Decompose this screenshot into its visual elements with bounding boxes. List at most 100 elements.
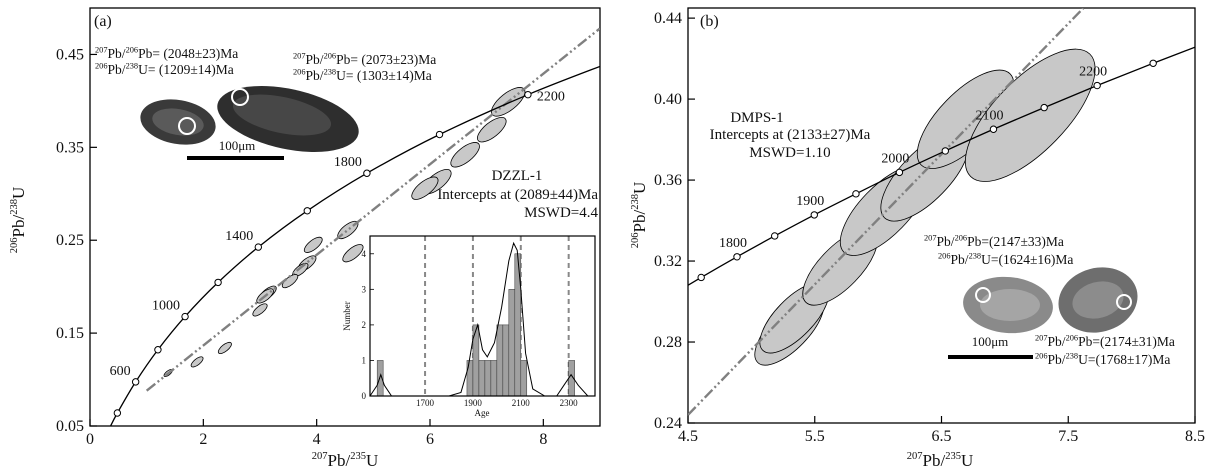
zircon-grains-b — [948, 267, 1138, 359]
plot-frame — [89, 7, 601, 427]
scale-bar-label: 100μm — [972, 334, 1009, 349]
x-tick-label: 5.5 — [805, 428, 825, 445]
superscript: 206 — [955, 233, 968, 242]
panel-label: (a) — [94, 13, 112, 30]
x-tick-label: 1900 — [464, 398, 483, 408]
text-run: Pb/ — [951, 252, 969, 267]
superscript: 206 — [9, 237, 20, 253]
rich-text: 206Pb/238U — [630, 182, 649, 249]
text-run: Pb/ — [1048, 334, 1066, 349]
superscript: 238 — [9, 199, 20, 215]
superscript: 238 — [969, 251, 982, 260]
intercept-text: Intercepts at (2089±44)Ma — [437, 187, 598, 203]
discordia-line — [145, 27, 600, 392]
x-tick-label: 2100 — [512, 398, 531, 408]
y-tick-label: 2 — [362, 320, 367, 330]
concordia-age-marker — [131, 378, 140, 386]
rich-text: 207Pb/206Pb=(2147±33)Ma — [924, 233, 1064, 249]
x-tick-label: 1700 — [416, 398, 435, 408]
text-run: U=(1768±17)Ma — [1078, 352, 1170, 367]
age-label: 1800 — [719, 236, 747, 251]
mswd-text: MSWD=1.10 — [749, 145, 830, 161]
x-tick-label: 0 — [86, 431, 94, 448]
text-run: U=(1624±16)Ma — [981, 252, 1073, 267]
rich-text: 207Pb/235U — [907, 451, 974, 470]
age-label: 2200 — [1079, 65, 1107, 80]
zircon-core — [1072, 281, 1124, 319]
rich-text: 207Pb/235U — [312, 451, 379, 470]
concordia-age-marker — [214, 278, 222, 287]
x-tick-label: 7.5 — [1058, 428, 1078, 445]
age-label: 1800 — [334, 155, 362, 170]
y-tick-label: 0.36 — [654, 172, 682, 189]
age-label: 2200 — [537, 90, 565, 105]
plot-area — [109, 27, 600, 426]
x-tick-label: 8 — [539, 431, 547, 448]
text-run: Pb= (2048±23)Ma — [138, 46, 238, 61]
y-tick-label: 0.40 — [654, 91, 682, 108]
superscript: 235 — [945, 451, 961, 462]
x-tick-label: 2 — [199, 431, 207, 448]
scale-bar-label: 100μm — [219, 138, 256, 153]
superscript: 206 — [126, 45, 139, 54]
superscript: 238 — [324, 67, 337, 76]
superscript: 206 — [630, 232, 641, 248]
age-label: 1400 — [225, 229, 253, 244]
text-run: Pb/ — [306, 52, 324, 67]
error-ellipse — [477, 117, 507, 143]
histogram-bar — [508, 289, 516, 397]
concordia-age-marker — [895, 168, 904, 177]
rich-text: 206Pb/238U= (1303±14)Ma — [293, 67, 432, 83]
histogram-bar — [478, 360, 486, 397]
plot-area — [688, 8, 1195, 416]
error-ellipse — [411, 176, 439, 200]
y-tick-label: 0.35 — [56, 139, 84, 156]
concordia-age-marker — [254, 243, 263, 251]
text-run: Pb/ — [1048, 352, 1066, 367]
x-axis-label: Age — [475, 408, 490, 418]
histogram-bar — [502, 324, 510, 397]
concordia-age-marker — [810, 211, 818, 219]
concordia-age-marker — [697, 273, 705, 282]
concordia-age-marker — [1040, 103, 1048, 112]
text-run: Pb/ — [630, 210, 649, 233]
concordia-age-marker — [363, 169, 371, 177]
superscript: 207 — [924, 233, 937, 242]
spot-circle — [178, 117, 196, 135]
text-run: U — [366, 451, 378, 470]
superscript: 235 — [350, 451, 366, 462]
y-tick-label: 3 — [362, 284, 367, 294]
superscript: 206 — [324, 51, 337, 60]
superscript: 206 — [1035, 351, 1048, 360]
concordia-age-marker — [435, 130, 444, 139]
rich-text: 207Pb/206Pb= (2048±23)Ma — [95, 45, 238, 61]
rich-text: 206Pb/238U=(1768±17)Ma — [1035, 351, 1170, 367]
error-ellipse — [281, 274, 299, 289]
spot-circle — [975, 287, 991, 303]
concordia-age-marker — [941, 147, 950, 155]
y-tick-label: 0 — [362, 391, 367, 401]
error-ellipse — [190, 356, 204, 368]
superscript: 206 — [938, 251, 951, 260]
superscript: 207 — [312, 451, 328, 462]
concordia-age-marker — [1149, 59, 1157, 67]
rich-text: 206Pb/238U= (1209±14)Ma — [95, 61, 234, 77]
y-tick-label: 1 — [362, 355, 367, 365]
concordia-age-marker — [524, 90, 532, 99]
text-run: U — [9, 187, 28, 199]
y-tick-label: 0.45 — [56, 46, 84, 63]
age-label: 600 — [110, 364, 131, 379]
superscript: 238 — [1066, 351, 1079, 360]
y-tick-label: 0.32 — [654, 253, 682, 270]
histogram-bar — [484, 360, 492, 397]
histogram-bar — [490, 360, 498, 397]
zircon-core — [980, 289, 1040, 321]
superscript: 207 — [907, 451, 923, 462]
error-ellipse — [303, 236, 323, 253]
histogram-bar — [496, 324, 504, 397]
x-tick-label: 6.5 — [932, 428, 952, 445]
text-run: U= (1303±14)Ma — [336, 68, 432, 83]
superscript: 207 — [293, 51, 306, 60]
y-axis-label: Number — [342, 301, 352, 331]
